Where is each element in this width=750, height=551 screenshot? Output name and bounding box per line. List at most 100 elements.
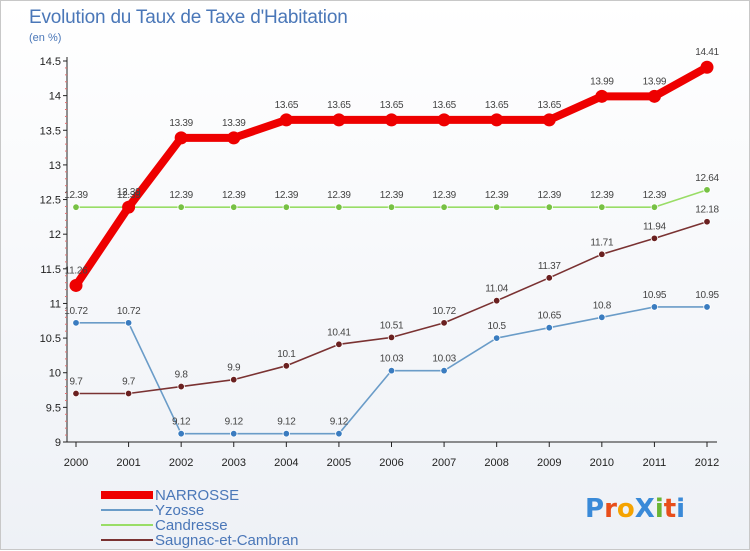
data-label-saugnac-et-cambran: 11.37 xyxy=(538,261,562,272)
data-label-saugnac-et-cambran: 10.41 xyxy=(327,327,351,338)
data-label-narrosse: 13.65 xyxy=(275,100,299,111)
data-label-yzosse: 10.95 xyxy=(643,290,667,301)
data-label-candresse: 12.39 xyxy=(380,190,404,201)
x-tick-label: 2012 xyxy=(695,457,719,469)
data-point-narrosse xyxy=(332,113,346,127)
data-point-candresse xyxy=(177,203,185,211)
data-labels: 10.72 10.72 9.12 9.12 9.12 9.12 10.03 10.03 10.5… xyxy=(64,47,720,428)
data-point-saugnac-et-cambran xyxy=(545,274,553,282)
data-label-candresse: 12.39 xyxy=(117,190,141,201)
data-label-yzosse: 9.12 xyxy=(277,417,296,428)
data-point-candresse xyxy=(703,186,711,194)
data-point-narrosse xyxy=(385,113,398,127)
proxiti-logo: ProXiti xyxy=(585,494,685,524)
data-point-saugnac-et-cambran xyxy=(177,382,185,391)
data-label-saugnac-et-cambran: 9.7 xyxy=(122,377,136,388)
data-label-yzosse: 9.12 xyxy=(172,417,191,428)
data-label-yzosse: 10.8 xyxy=(593,300,612,311)
data-point-candresse xyxy=(440,203,448,211)
data-label-candresse: 12.39 xyxy=(432,190,456,201)
data-point-saugnac-et-cambran xyxy=(282,362,291,370)
data-point-saugnac-et-cambran xyxy=(72,389,80,398)
data-label-narrosse: 12.39 xyxy=(117,187,141,198)
data-label-yzosse: 10.03 xyxy=(432,354,456,365)
data-label-narrosse: 13.65 xyxy=(380,100,404,111)
data-point-candresse xyxy=(492,203,501,211)
logo-letter: P xyxy=(585,494,604,524)
data-point-narrosse xyxy=(700,60,714,74)
data-label-yzosse: 10.65 xyxy=(537,311,561,322)
x-tick-label: 2002 xyxy=(169,457,193,469)
y-tick-label: 13 xyxy=(49,160,61,172)
data-label-candresse: 12.39 xyxy=(169,190,193,201)
data-point-candresse xyxy=(72,203,80,211)
data-point-saugnac-et-cambran xyxy=(440,319,448,327)
data-label-yzosse: 9.12 xyxy=(225,417,244,428)
data-label-narrosse: 13.65 xyxy=(537,100,561,111)
logo-letter: r xyxy=(604,494,617,524)
data-point-candresse xyxy=(282,203,291,211)
data-point-saugnac-et-cambran xyxy=(650,234,659,243)
data-point-narrosse xyxy=(69,278,83,292)
data-point-narrosse xyxy=(542,113,556,127)
data-label-narrosse: 13.39 xyxy=(222,118,246,129)
series-layer xyxy=(69,60,714,438)
data-point-narrosse xyxy=(227,131,241,145)
data-point-saugnac-et-cambran xyxy=(124,389,133,398)
data-label-candresse: 12.39 xyxy=(64,190,88,201)
data-label-candresse: 12.39 xyxy=(485,190,509,201)
chart-unit: (en %) xyxy=(29,32,62,44)
data-label-candresse: 12.64 xyxy=(695,173,719,184)
data-point-yzosse xyxy=(703,303,711,311)
legend-label-candresse: Candresse xyxy=(155,517,228,534)
logo-letter: i xyxy=(655,494,664,524)
data-label-narrosse: 13.39 xyxy=(169,118,193,129)
data-point-saugnac-et-cambran xyxy=(703,218,711,226)
y-tick-label: 9.5 xyxy=(46,402,61,414)
data-point-yzosse xyxy=(545,324,553,332)
data-point-narrosse xyxy=(122,200,136,214)
x-tick-label: 2008 xyxy=(484,457,508,469)
x-tick-label: 2011 xyxy=(643,457,667,469)
data-label-candresse: 12.39 xyxy=(327,190,351,201)
data-label-saugnac-et-cambran: 11.04 xyxy=(485,284,509,295)
data-point-saugnac-et-cambran xyxy=(335,340,343,349)
data-point-candresse xyxy=(387,203,396,211)
data-point-yzosse xyxy=(177,429,185,438)
legend-label-narrosse: NARROSSE xyxy=(155,487,239,504)
logo-letter: X xyxy=(635,494,655,524)
data-label-saugnac-et-cambran: 9.9 xyxy=(227,363,241,374)
y-tick-label: 12.5 xyxy=(40,195,61,207)
y-tick-label: 10.5 xyxy=(40,333,61,345)
legend-label-saugnac-et-cambran: Saugnac-et-Cambran xyxy=(155,532,298,549)
data-point-narrosse xyxy=(437,113,451,127)
data-label-saugnac-et-cambran: 12.18 xyxy=(695,205,719,216)
legend-label-yzosse: Yzosse xyxy=(155,502,204,519)
y-tick-label: 13.5 xyxy=(40,125,61,137)
data-label-saugnac-et-cambran: 11.71 xyxy=(590,237,614,248)
data-label-narrosse: 13.99 xyxy=(643,76,667,87)
data-label-candresse: 12.39 xyxy=(275,190,299,201)
data-point-yzosse xyxy=(335,429,343,438)
data-label-saugnac-et-cambran: 9.7 xyxy=(69,377,83,388)
data-point-narrosse xyxy=(647,89,661,103)
x-tick-label: 2001 xyxy=(116,457,140,469)
logo-letter: i xyxy=(676,494,685,524)
data-label-yzosse: 10.72 xyxy=(64,306,88,317)
data-label-candresse: 12.39 xyxy=(222,190,246,201)
data-label-saugnac-et-cambran: 11.94 xyxy=(643,221,667,232)
data-label-candresse: 12.39 xyxy=(537,190,561,201)
y-tick-label: 12 xyxy=(49,229,61,241)
data-label-saugnac-et-cambran: 9.8 xyxy=(175,370,189,381)
data-label-narrosse: 13.65 xyxy=(485,100,509,111)
data-point-yzosse xyxy=(650,303,659,311)
x-tick-label: 2009 xyxy=(537,457,561,469)
data-point-narrosse xyxy=(595,89,609,103)
data-label-candresse: 12.39 xyxy=(643,190,667,201)
data-label-narrosse: 13.65 xyxy=(327,100,351,111)
data-label-candresse: 12.39 xyxy=(590,190,614,201)
x-tick-label: 2010 xyxy=(590,457,614,469)
data-point-narrosse xyxy=(174,131,188,145)
x-tick-label: 2006 xyxy=(379,457,403,469)
